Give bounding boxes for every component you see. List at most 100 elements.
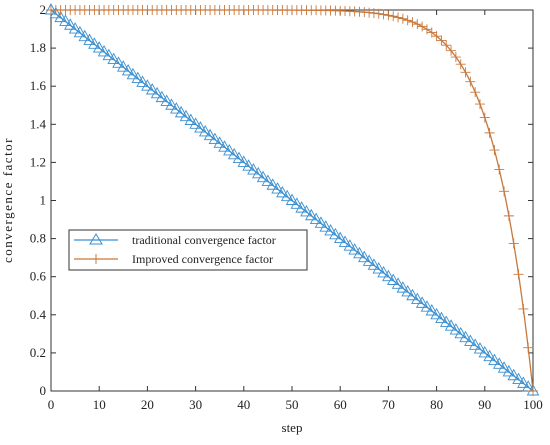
data-point-traditional (324, 224, 337, 236)
data-point-traditional (141, 79, 154, 91)
data-point-traditional (396, 281, 410, 293)
data-point-improved (402, 15, 413, 26)
data-point-traditional (348, 243, 361, 255)
data-point-improved (431, 31, 442, 42)
legend-plus-marker-icon (91, 254, 101, 264)
data-point-traditional (512, 372, 525, 385)
data-point-traditional (353, 246, 366, 259)
data-point-improved (484, 127, 495, 138)
data-point-improved (518, 303, 529, 314)
legend-label-traditional: traditional convergence factor (132, 233, 276, 247)
data-point-traditional (160, 94, 173, 106)
data-point-improved (494, 164, 505, 175)
legend-box (68, 229, 308, 271)
data-point-traditional (358, 250, 371, 263)
data-point-traditional (68, 22, 82, 34)
data-point-traditional (401, 285, 414, 297)
x-tick-label: 10 (93, 397, 106, 412)
data-point-traditional (285, 193, 299, 205)
y-axis-label: convergence factor (0, 137, 15, 263)
data-point-traditional (459, 330, 472, 343)
data-point-improved (499, 186, 510, 197)
data-point-traditional (232, 151, 246, 164)
x-tick-label: 70 (382, 397, 395, 412)
y-tick-label: 0.6 (30, 269, 47, 284)
data-point-traditional (102, 48, 116, 61)
data-point-traditional (425, 304, 439, 316)
data-point-traditional (406, 288, 419, 301)
data-point-improved (528, 386, 538, 396)
data-point-traditional (280, 189, 294, 202)
data-point-improved (508, 238, 519, 249)
data-point-traditional (208, 132, 222, 144)
data-point-traditional (483, 349, 496, 362)
data-point-traditional (83, 33, 96, 45)
data-point-improved (474, 99, 485, 110)
data-point-traditional (227, 147, 241, 160)
data-point-traditional (502, 365, 516, 377)
data-point-traditional (213, 136, 226, 148)
data-point-traditional (372, 262, 386, 274)
data-point-improved (460, 67, 471, 78)
data-point-traditional (165, 98, 178, 110)
y-tick-label: 1 (40, 193, 47, 208)
data-point-traditional (64, 18, 77, 30)
data-point-traditional (319, 220, 333, 232)
data-point-improved (373, 8, 384, 19)
data-point-traditional (218, 140, 231, 152)
data-point-traditional (473, 342, 487, 354)
data-point-traditional (386, 273, 400, 285)
y-tick-label: 0.4 (30, 307, 47, 322)
data-point-improved (397, 13, 408, 24)
data-point-traditional (276, 185, 289, 198)
data-point-traditional (497, 361, 511, 373)
data-point-improved (364, 7, 375, 18)
data-point-traditional (468, 338, 482, 350)
y-tick-label: 2 (40, 2, 47, 17)
data-point-traditional (256, 170, 270, 183)
series-layer (44, 3, 540, 396)
data-point-traditional (454, 326, 467, 339)
data-point-traditional (198, 124, 212, 137)
data-point-improved (470, 87, 481, 98)
data-point-traditional (112, 56, 125, 68)
y-tick-label: 1.6 (30, 78, 47, 93)
data-point-traditional (367, 258, 381, 270)
data-point-traditional (295, 201, 308, 213)
data-point-traditional (247, 163, 260, 175)
data-point-traditional (300, 204, 313, 217)
x-tick-label: 90 (478, 397, 491, 412)
data-point-traditional (237, 155, 251, 167)
data-point-traditional (420, 300, 434, 312)
data-point-traditional (179, 109, 193, 122)
data-point-traditional (184, 113, 198, 125)
data-point-traditional (343, 239, 357, 251)
data-point-traditional (131, 71, 145, 84)
data-point-traditional (338, 235, 352, 247)
x-tick-label: 40 (237, 397, 250, 412)
y-tick-label: 1.8 (30, 40, 46, 55)
data-point-improved (455, 59, 466, 70)
data-point-improved (417, 21, 428, 32)
data-point-traditional (88, 37, 101, 49)
data-point-traditional (439, 315, 453, 327)
data-point-traditional (203, 128, 217, 141)
data-point-traditional (174, 105, 188, 118)
data-point-traditional (517, 376, 530, 388)
data-point-traditional (492, 357, 506, 369)
data-point-improved (523, 342, 534, 353)
x-tick-label: 20 (141, 397, 154, 412)
data-point-improved (393, 12, 404, 23)
data-point-traditional (488, 353, 501, 365)
data-point-traditional (435, 311, 448, 324)
data-point-traditional (150, 86, 164, 99)
data-point-traditional (309, 212, 323, 225)
data-point-traditional (290, 197, 304, 209)
data-point-traditional (271, 182, 284, 194)
data-point-traditional (145, 83, 159, 95)
data-point-improved (513, 269, 524, 280)
legend-triangle-marker-icon (89, 233, 103, 245)
data-point-traditional (449, 323, 463, 335)
data-point-traditional (411, 292, 424, 305)
